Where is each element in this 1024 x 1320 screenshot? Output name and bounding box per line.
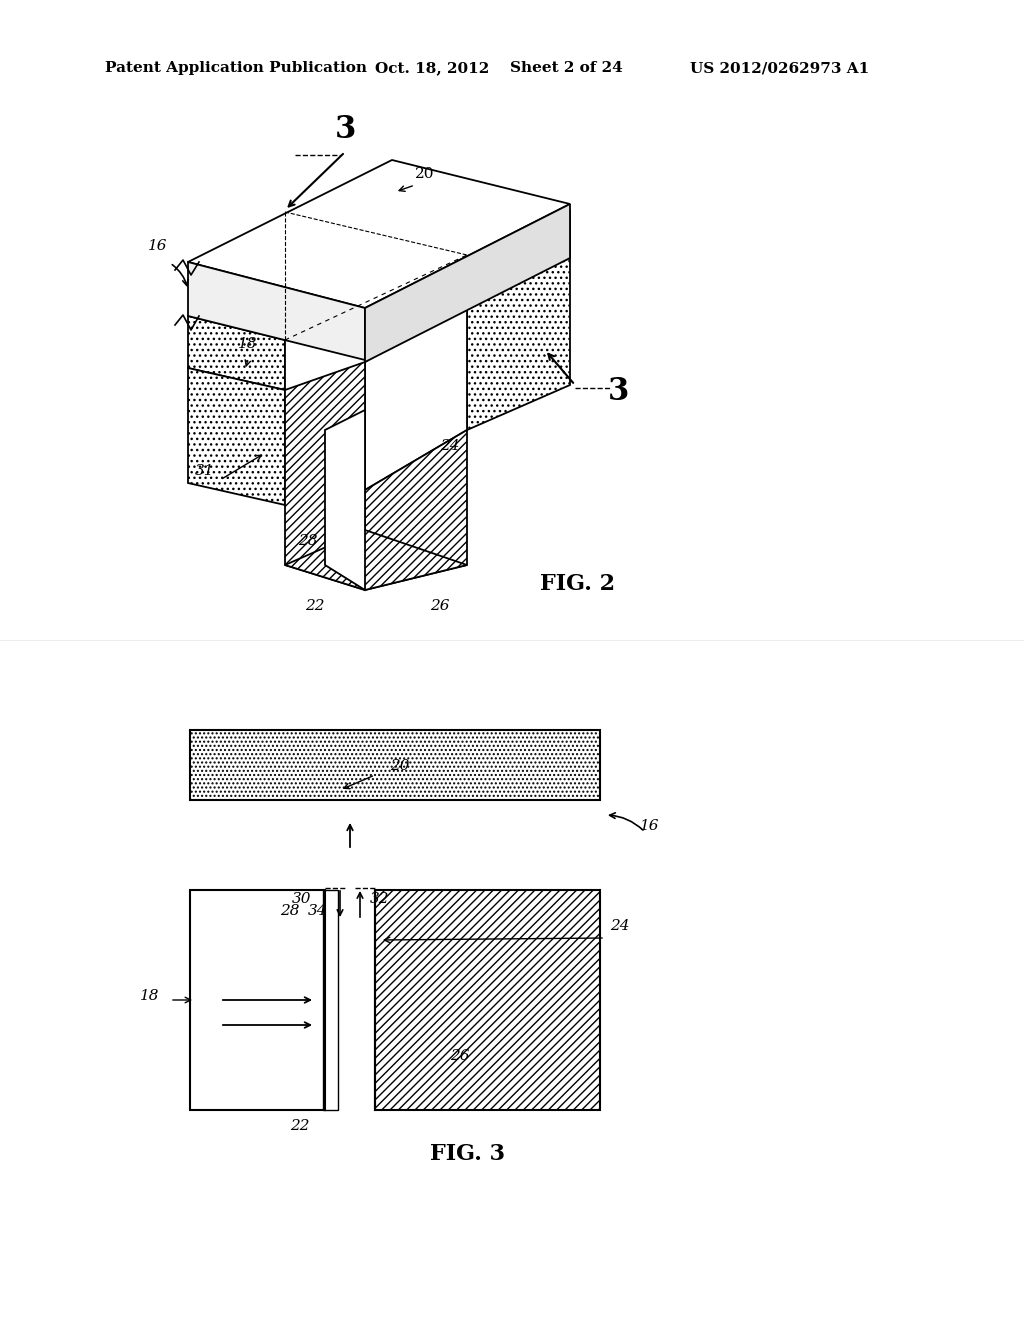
Text: 31: 31 <box>195 465 214 478</box>
Text: 20: 20 <box>415 168 434 181</box>
Text: Oct. 18, 2012: Oct. 18, 2012 <box>375 61 489 75</box>
Text: 28: 28 <box>280 904 299 917</box>
Polygon shape <box>285 362 365 590</box>
Text: FIG. 2: FIG. 2 <box>540 573 615 595</box>
Text: 18: 18 <box>238 337 257 351</box>
Polygon shape <box>365 205 570 362</box>
Text: 16: 16 <box>640 818 659 833</box>
Text: 28: 28 <box>298 535 317 548</box>
Polygon shape <box>285 531 467 590</box>
Text: 3: 3 <box>335 114 356 145</box>
FancyBboxPatch shape <box>190 730 600 800</box>
Polygon shape <box>467 257 570 430</box>
Text: FIG. 3: FIG. 3 <box>430 1143 505 1166</box>
Text: 34: 34 <box>308 904 328 917</box>
Text: Patent Application Publication: Patent Application Publication <box>105 61 367 75</box>
Polygon shape <box>365 430 467 590</box>
Text: 18: 18 <box>140 989 160 1003</box>
Polygon shape <box>188 160 570 308</box>
Text: 26: 26 <box>430 599 450 612</box>
Text: 24: 24 <box>440 440 460 453</box>
Text: Sheet 2 of 24: Sheet 2 of 24 <box>510 61 623 75</box>
Text: 20: 20 <box>390 759 410 774</box>
Polygon shape <box>188 315 285 389</box>
Bar <box>375 890 600 1110</box>
Text: 24: 24 <box>610 919 630 933</box>
Polygon shape <box>188 368 285 506</box>
Polygon shape <box>467 210 570 304</box>
Text: 3: 3 <box>608 376 630 407</box>
Polygon shape <box>325 411 365 590</box>
Bar <box>323 890 338 1110</box>
Polygon shape <box>365 304 467 490</box>
Polygon shape <box>285 308 365 430</box>
Text: 16: 16 <box>148 239 168 253</box>
Text: 30: 30 <box>292 892 311 906</box>
Text: 26: 26 <box>450 1049 469 1063</box>
Text: 22: 22 <box>305 599 325 612</box>
Bar <box>190 890 325 1110</box>
Text: 22: 22 <box>290 1119 309 1133</box>
Text: 32: 32 <box>370 892 389 906</box>
Text: US 2012/0262973 A1: US 2012/0262973 A1 <box>690 61 869 75</box>
Polygon shape <box>188 261 365 360</box>
